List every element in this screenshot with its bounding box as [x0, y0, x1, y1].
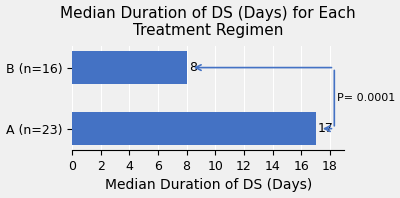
Title: Median Duration of DS (Days) for Each
Treatment Regimen: Median Duration of DS (Days) for Each Tr… — [60, 6, 356, 38]
Bar — [72, 112, 316, 146]
Text: P= 0.0001: P= 0.0001 — [337, 93, 396, 103]
X-axis label: Median Duration of DS (Days): Median Duration of DS (Days) — [104, 178, 312, 192]
Text: 17: 17 — [318, 122, 334, 135]
Text: 8: 8 — [189, 61, 197, 74]
Bar — [72, 51, 187, 84]
